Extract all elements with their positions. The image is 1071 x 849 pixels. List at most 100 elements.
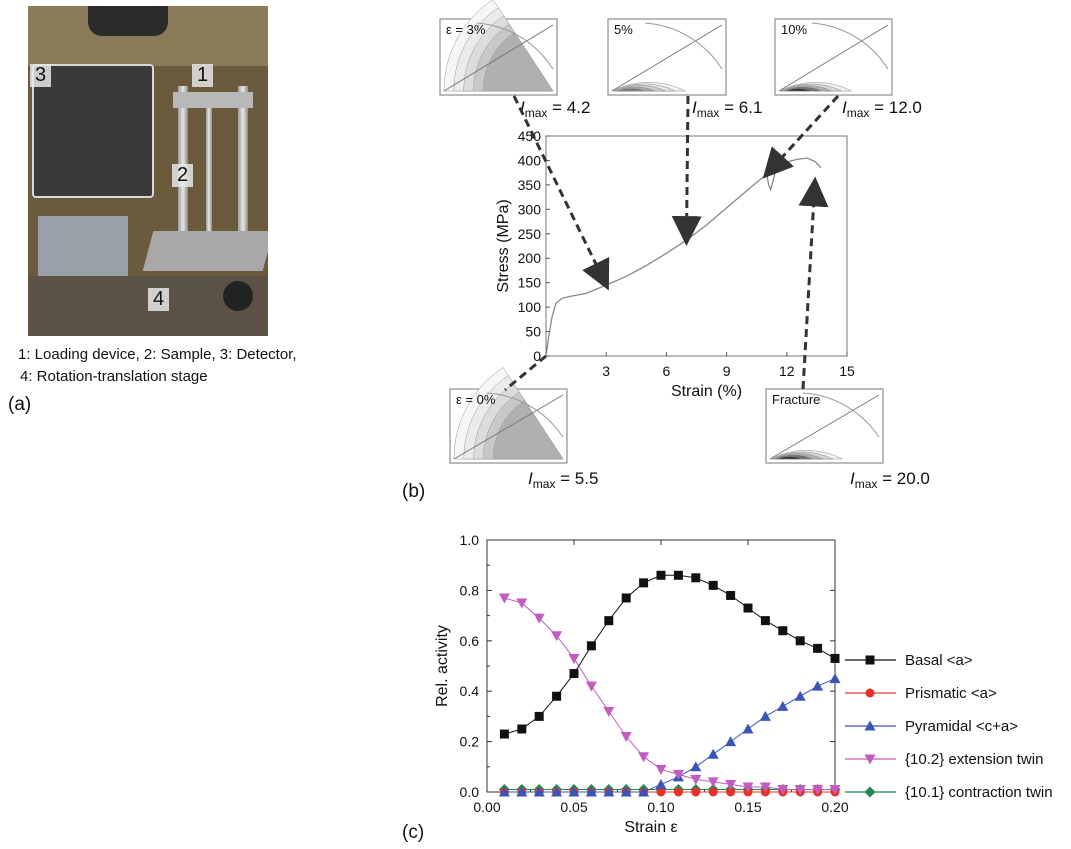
pole-figure-arc xyxy=(486,392,564,438)
activity-data-point xyxy=(829,673,841,684)
pole-figure-contour xyxy=(618,88,646,92)
activity-data-point xyxy=(638,786,650,797)
pole-figure-arrow xyxy=(671,95,702,247)
stress-y-tick-label: 100 xyxy=(518,299,542,315)
photo-tag-3: 3 xyxy=(30,64,52,87)
pole-figure-contour xyxy=(776,456,803,460)
pole-figure-frame xyxy=(607,18,727,96)
activity-data-point xyxy=(812,680,824,691)
pole-figure-diagonal xyxy=(443,24,554,92)
activity-data-point xyxy=(794,784,806,795)
activity-y-axis-label: Rel. activity xyxy=(434,625,451,707)
pole-figure-imax: Imax = 20.0 xyxy=(850,469,930,491)
panel-b-figure: ε = 3% Imax = 4.2 5% Imax = 6.1 10% Imax = 12… xyxy=(439,0,930,491)
pole-figure-arrow xyxy=(798,176,829,390)
activity-data-point xyxy=(552,691,562,701)
pole-figure-contour xyxy=(482,32,554,92)
pole-figure-diagonal xyxy=(611,24,723,92)
activity-data-point xyxy=(569,669,579,679)
pole-figure-arc xyxy=(811,22,889,70)
photo-caption-line1: 1: Loading device, 2: Sample, 3: Detecto… xyxy=(18,346,297,363)
activity-data-point xyxy=(516,598,528,609)
stress-x-tick-label: 6 xyxy=(663,363,671,379)
activity-data-point xyxy=(551,631,563,642)
legend-entry-2: Prismatic <a> xyxy=(845,685,997,702)
stress-x-tick-label: 9 xyxy=(723,363,731,379)
legend-label: Prismatic <a> xyxy=(905,685,997,702)
pole-figure-arrow xyxy=(762,94,840,179)
activity-data-point xyxy=(691,787,701,797)
activity-data-point xyxy=(742,723,754,734)
activity-data-point xyxy=(742,782,754,793)
activity-data-point xyxy=(585,681,597,692)
activity-data-point xyxy=(603,786,615,797)
legend-entry-1: Basal <a> xyxy=(845,652,973,669)
pole-figure-label: 5% xyxy=(614,22,633,37)
activity-data-point xyxy=(708,787,718,797)
photo-tag-4: 4 xyxy=(148,288,170,311)
apparatus-photo: 3 1 2 4 xyxy=(28,6,268,336)
activity-data-point xyxy=(656,787,666,797)
activity-y-tick-label: 1.0 xyxy=(460,532,480,548)
legend-marker xyxy=(864,720,876,731)
pole-figure-2: 5% Imax = 6.1 xyxy=(607,18,762,120)
legend-entry-4: {10.2} extension twin xyxy=(845,751,1043,768)
stress-y-tick-label: 0 xyxy=(533,348,541,364)
activity-data-point xyxy=(656,570,666,580)
legend-marker xyxy=(864,786,876,798)
activity-data-point xyxy=(655,764,667,775)
panel-c-label: (c) xyxy=(402,822,425,843)
activity-data-point xyxy=(585,786,597,797)
activity-data-point xyxy=(639,578,649,588)
pole-figure-frame xyxy=(774,18,893,96)
activity-series-4 xyxy=(498,593,841,795)
activity-data-point xyxy=(726,590,736,600)
activity-x-tick-label: 0.20 xyxy=(821,799,848,815)
pole-figure-label: ε = 0% xyxy=(456,392,496,407)
legend-label: Basal <a> xyxy=(905,652,973,669)
activity-data-point xyxy=(620,786,632,797)
pole-figure-arrow xyxy=(504,354,547,392)
detector-screen xyxy=(32,64,154,198)
activity-data-point xyxy=(812,784,824,795)
legend-label: {10.2} extension twin xyxy=(905,751,1043,768)
activity-series-3 xyxy=(498,673,841,797)
activity-data-point xyxy=(638,752,650,763)
pole-figure-imax: Imax = 6.1 xyxy=(692,98,762,120)
activity-data-point xyxy=(498,786,510,797)
stress-y-tick-label: 250 xyxy=(518,226,542,242)
legend-label: {10.1} contraction twin xyxy=(905,784,1053,801)
stress-y-tick-label: 300 xyxy=(518,201,542,217)
legend-marker xyxy=(865,688,875,698)
activity-x-tick-label: 0.10 xyxy=(647,799,674,815)
pole-figure-imax: Imax = 12.0 xyxy=(842,98,922,120)
stress-y-axis-label: Stress (MPa) xyxy=(495,199,512,292)
activity-data-point xyxy=(672,769,684,780)
activity-y-tick-label: 0.6 xyxy=(460,633,480,649)
stress-x-axis-label: Strain (%) xyxy=(671,383,742,400)
legend-marker xyxy=(865,655,875,665)
stress-y-tick-label: 450 xyxy=(518,128,542,144)
activity-data-point xyxy=(568,653,580,664)
activity-data-point xyxy=(777,784,789,795)
activity-y-tick-label: 0.8 xyxy=(460,582,480,598)
pole-figure-imax: Imax = 5.5 xyxy=(528,469,598,491)
stress-y-tick-label: 150 xyxy=(518,275,542,291)
activity-data-point xyxy=(795,636,805,646)
pole-figure-label: 10% xyxy=(781,22,807,37)
stress-x-tick-label: 15 xyxy=(839,363,855,379)
stress-y-tick-label: 400 xyxy=(518,152,542,168)
stress-plot-frame xyxy=(545,135,848,357)
activity-data-point xyxy=(534,711,544,721)
activity-x-tick-label: 0.15 xyxy=(734,799,761,815)
pole-figure-5: Fracture Imax = 20.0 xyxy=(765,388,930,491)
activity-data-point xyxy=(655,778,667,789)
activity-data-point xyxy=(725,779,737,790)
activity-y-tick-label: 0.2 xyxy=(460,734,480,750)
activity-data-point xyxy=(829,784,841,795)
stress-y-tick-label: 200 xyxy=(518,250,542,266)
activity-series-1 xyxy=(499,570,840,739)
pole-figure-arc xyxy=(802,392,880,438)
activity-data-point xyxy=(586,641,596,651)
activity-data-point xyxy=(691,573,701,583)
